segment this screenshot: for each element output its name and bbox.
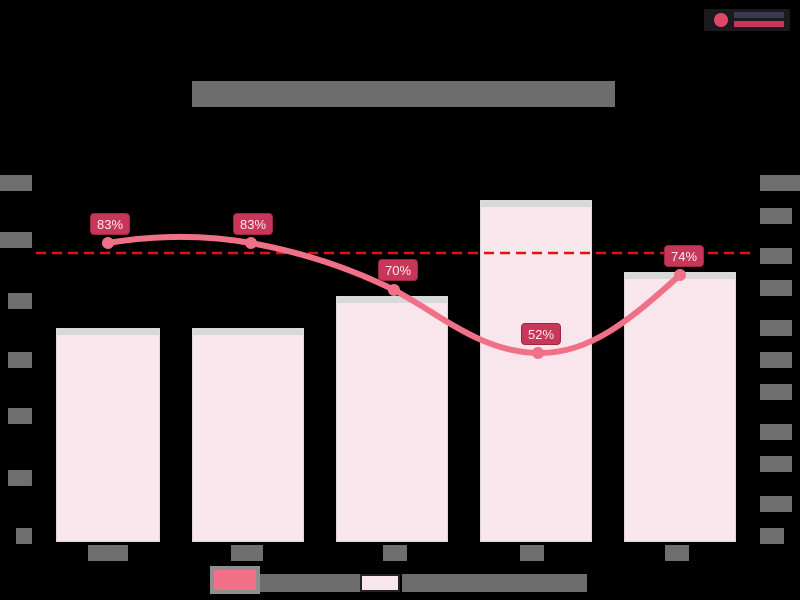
legend-label-rate[interactable]: Rate (%) [260,574,360,592]
x-axis-label: 2023 [665,545,689,561]
data-label: 52% [521,323,562,345]
bar-volume-2023[interactable] [624,272,736,542]
chart-title: Rate by Year vs Volume [192,81,615,107]
x-axis-label: 2019 [88,545,128,561]
x-axis-label: 2022 [520,545,544,561]
right-axis-label: 8000 [760,248,792,264]
right-axis-label: 3000 [760,424,792,440]
brand-logo [704,9,790,31]
left-axis-label: 33% [8,408,32,424]
bar-volume-2020[interactable] [192,328,304,542]
bar-volume-2022[interactable] [480,200,592,542]
data-label: 83% [90,213,131,235]
bar-volume-2019[interactable] [56,328,160,542]
rate-point[interactable] [532,347,544,359]
data-label: 70% [378,259,419,281]
rate-point[interactable] [388,284,400,296]
x-axis-label: 2020 [231,545,263,561]
legend-swatch-rate[interactable] [210,566,260,594]
left-axis-label: 50% [8,352,32,368]
bar-volume-2021[interactable] [336,296,448,542]
right-axis-label: 6000 [760,320,792,336]
right-axis-label: 10000 [760,175,800,191]
right-axis-label: 7000 [760,280,792,296]
left-axis-label: 17% [8,470,32,486]
legend-swatch-volume[interactable] [360,574,400,592]
left-axis-label: 67% [8,293,32,309]
rate-point[interactable] [245,237,257,249]
data-label: 83% [233,213,274,235]
right-axis-label: 5000 [760,352,792,368]
logo-icon [714,13,728,27]
right-axis-label: 4000 [760,384,792,400]
legend-label-volume[interactable]: Volume (count) [402,574,587,592]
rate-point[interactable] [102,237,114,249]
rate-point[interactable] [674,269,686,281]
left-axis-label: 83% [0,232,32,248]
legend: Rate (%) Volume (count) [210,566,590,594]
right-axis-label: 1000 [760,496,792,512]
data-label: 74% [664,245,705,267]
right-axis-label: 9000 [760,208,792,224]
left-axis-label: 0% [16,528,32,544]
left-axis-label: 100% [0,175,32,191]
right-axis-label: 2000 [760,456,792,472]
right-axis-label: 0 [760,528,784,544]
x-axis-label: 2021 [383,545,407,561]
